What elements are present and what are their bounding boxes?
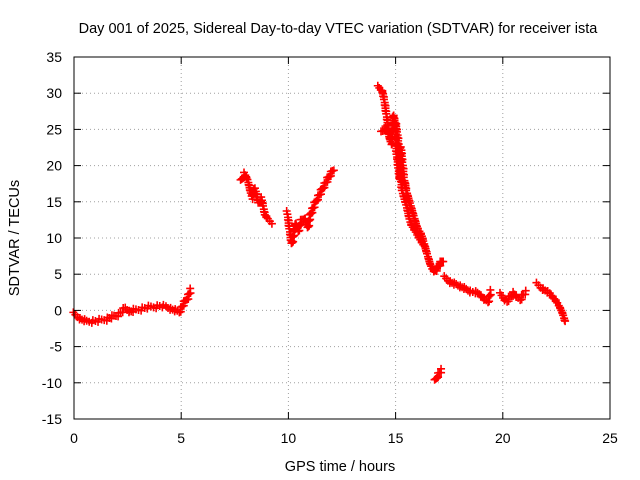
x-tick-label: 15: [388, 430, 404, 446]
data-point-marker: [432, 374, 441, 383]
data-point-marker: [267, 219, 276, 228]
y-tick-label: 10: [46, 230, 62, 246]
data-point-marker: [303, 223, 312, 232]
y-tick-label: 35: [46, 49, 62, 65]
data-point-marker: [521, 286, 530, 295]
data-point-marker: [312, 196, 321, 205]
y-tick-label: -10: [42, 375, 62, 391]
x-tick-label: 5: [177, 430, 185, 446]
y-tick-label: 15: [46, 194, 62, 210]
x-tick-label: 25: [602, 430, 618, 446]
y-tick-label: -5: [50, 339, 63, 355]
data-point-marker: [304, 217, 313, 226]
data-point-marker: [439, 257, 448, 266]
y-tick-label: -15: [42, 411, 62, 427]
x-tick-label: 20: [495, 430, 511, 446]
grid-lines: [74, 57, 610, 419]
data-point-marker: [329, 166, 338, 175]
x-axis-label: GPS time / hours: [285, 459, 395, 475]
data-point-marker: [419, 240, 428, 249]
y-tick-label: 30: [46, 85, 62, 101]
data-point-marker: [186, 284, 195, 293]
data-point-marker: [560, 316, 569, 325]
axis-ticks: 0 5 10 15 20 25 -15 -10 -5 0 5 10 15 20 25 30 35: [42, 49, 618, 446]
data-points: [69, 81, 570, 384]
y-tick-label: 20: [46, 158, 62, 174]
data-point-marker: [437, 364, 446, 373]
data-point-marker: [486, 285, 495, 294]
y-tick-label: 25: [46, 121, 62, 137]
y-tick-label: 5: [54, 266, 62, 282]
y-axis-label: SDTVAR / TECUs: [7, 180, 23, 296]
chart-title: Day 001 of 2025, Sidereal Day-to-day VTE…: [79, 21, 599, 37]
y-tick-label: 0: [54, 302, 62, 318]
x-tick-label: 10: [281, 430, 297, 446]
x-tick-label: 0: [70, 430, 78, 446]
